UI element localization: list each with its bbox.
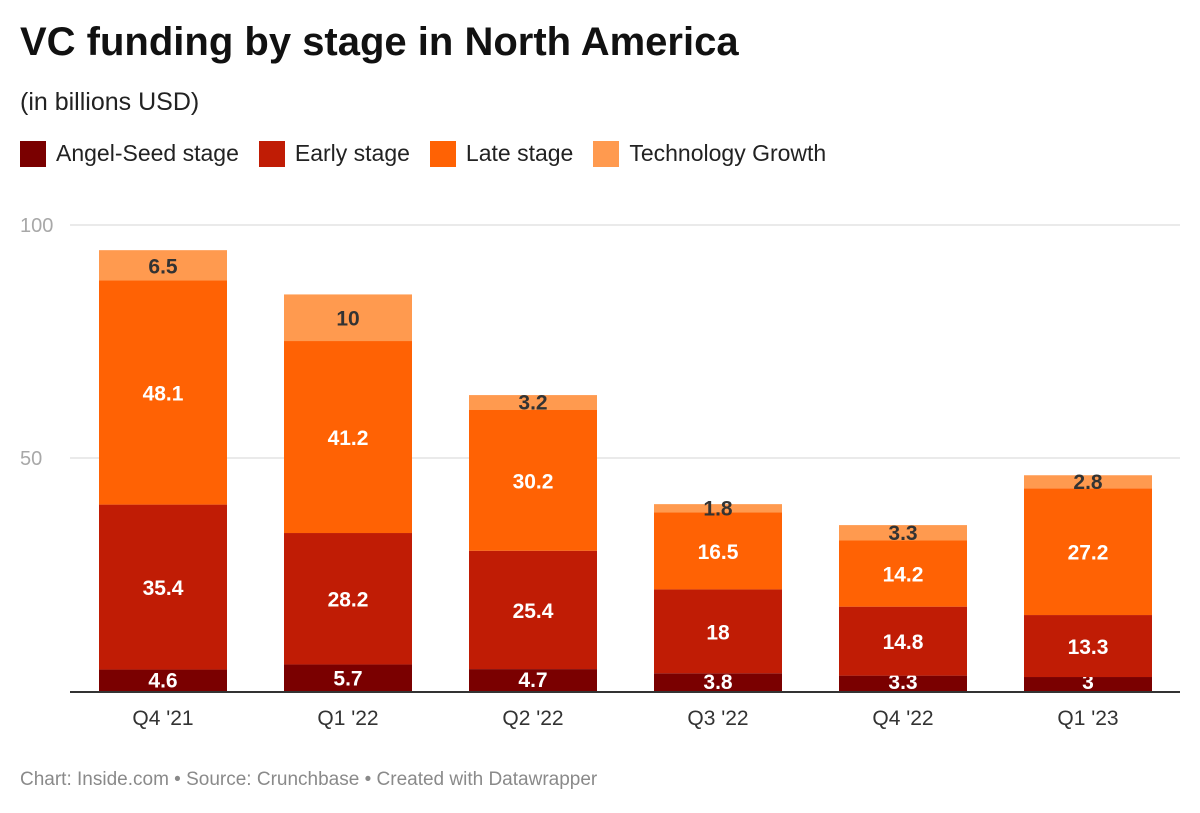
data-label-late-stage-q1-23: 27.2 xyxy=(1068,542,1109,565)
bar-segment-angel-seed-stage-q1-23 xyxy=(1024,677,1152,691)
bar-segment-early-stage-q1-22 xyxy=(284,533,412,665)
bar-segment-late-stage-q3-22 xyxy=(654,512,782,590)
data-label-late-stage-q4-22: 14.2 xyxy=(883,564,924,587)
legend-swatch xyxy=(429,140,456,167)
data-label-technology-growth-q3-22: 1.8 xyxy=(703,497,733,520)
bar-segment-technology-growth-q4-21 xyxy=(99,250,227,281)
data-label-technology-growth-q2-22: 3.2 xyxy=(518,392,547,415)
legend-swatch xyxy=(20,140,46,167)
data-label-technology-growth-q4-21: 6.5 xyxy=(148,255,178,278)
legend-item-technology-growth: Technology Growth xyxy=(593,140,826,167)
bar-segment-technology-growth-q4-22 xyxy=(839,525,967,541)
data-label-early-stage-q4-21: 35.4 xyxy=(143,577,184,600)
bar-segment-angel-seed-stage-q4-22 xyxy=(839,675,967,691)
bar-segment-late-stage-q2-22 xyxy=(469,410,597,551)
bar-segment-late-stage-q1-23 xyxy=(1024,488,1152,616)
data-label-early-stage-q1-23: 13.3 xyxy=(1068,636,1109,659)
data-label-angel-seed-stage-q2-22: 4.7 xyxy=(518,669,547,692)
bar-segment-angel-seed-stage-q2-22 xyxy=(469,669,597,691)
legend-label: Early stage xyxy=(294,140,410,166)
bar-segment-angel-seed-stage-q1-22 xyxy=(284,664,412,691)
legend-label: Angel-Seed stage xyxy=(56,140,239,166)
x-tick-label-q3-22: Q3 '22 xyxy=(687,707,748,730)
bar-segment-early-stage-q1-23 xyxy=(1024,615,1152,678)
data-label-late-stage-q3-22: 16.5 xyxy=(698,541,739,564)
legend-label: Late stage xyxy=(465,140,574,166)
bar-segment-early-stage-q3-22 xyxy=(654,589,782,674)
data-label-angel-seed-stage-q3-22: 3.8 xyxy=(703,671,733,694)
chart-footer: Chart: Inside.com • Source: Crunchbase •… xyxy=(20,769,598,790)
x-tick-label-q4-21: Q4 '21 xyxy=(132,707,193,730)
legend: Angel-Seed stage Early stage Late stage Tec… xyxy=(20,140,846,167)
bar-segment-late-stage-q1-22 xyxy=(284,341,412,534)
legend-item-early-stage: Early stage xyxy=(258,140,410,167)
bar-segment-technology-growth-q1-23 xyxy=(1024,475,1152,489)
legend-swatch xyxy=(258,140,285,167)
data-label-early-stage-q3-22: 18 xyxy=(706,621,730,644)
bar-segment-early-stage-q4-22 xyxy=(839,606,967,676)
chart-subtitle: (in billions USD) xyxy=(20,88,200,116)
data-label-angel-seed-stage-q1-22: 5.7 xyxy=(333,668,362,691)
bar-segment-late-stage-q4-21 xyxy=(99,280,227,505)
data-label-technology-growth-q4-22: 3.3 xyxy=(888,522,917,545)
data-label-angel-seed-stage-q1-23: 3 xyxy=(1082,671,1094,694)
chart-title: VC funding by stage in North America xyxy=(20,20,739,64)
bar-segment-technology-growth-q2-22 xyxy=(469,395,597,411)
bar-segment-early-stage-q2-22 xyxy=(469,550,597,670)
data-label-late-stage-q1-22: 41.2 xyxy=(328,427,369,450)
data-label-late-stage-q2-22: 30.2 xyxy=(513,470,554,493)
data-label-late-stage-q4-21: 48.1 xyxy=(143,383,184,406)
y-tick-label-100: 100 xyxy=(20,215,53,237)
legend-swatch xyxy=(593,140,620,167)
data-label-technology-growth-q1-22: 10 xyxy=(336,308,359,331)
bar-segment-early-stage-q4-21 xyxy=(99,504,227,670)
bar-segment-angel-seed-stage-q3-22 xyxy=(654,673,782,691)
data-label-technology-growth-q1-23: 2.8 xyxy=(1073,471,1103,494)
legend-label: Technology Growth xyxy=(629,140,827,166)
data-label-angel-seed-stage-q4-21: 4.6 xyxy=(148,669,177,692)
x-tick-label-q4-22: Q4 '22 xyxy=(872,707,933,730)
stacked-bar-chart: 50 100 4.6 35.4 48.1 6.5 Q4 '21 5.7 28.2 41.2 10 Q1… xyxy=(20,215,1180,730)
x-tick-label-q1-22: Q1 '22 xyxy=(317,707,378,730)
data-label-angel-seed-stage-q4-22: 3.3 xyxy=(888,671,917,694)
data-label-early-stage-q2-22: 25.4 xyxy=(513,600,554,623)
data-label-early-stage-q1-22: 28.2 xyxy=(328,589,369,612)
bar-segment-angel-seed-stage-q4-21 xyxy=(99,669,227,691)
data-label-early-stage-q4-22: 14.8 xyxy=(883,631,924,654)
bar-segment-technology-growth-q3-22 xyxy=(654,504,782,513)
bar-segment-late-stage-q4-22 xyxy=(839,540,967,607)
bar-segment-technology-growth-q1-22 xyxy=(284,294,412,342)
legend-item-angel-seed-stage: Angel-Seed stage xyxy=(20,140,239,167)
x-tick-label-q1-23: Q1 '23 xyxy=(1057,707,1118,730)
y-tick-label-50: 50 xyxy=(20,448,42,470)
x-tick-label-q2-22: Q2 '22 xyxy=(502,707,563,730)
legend-item-late-stage: Late stage xyxy=(429,140,574,167)
